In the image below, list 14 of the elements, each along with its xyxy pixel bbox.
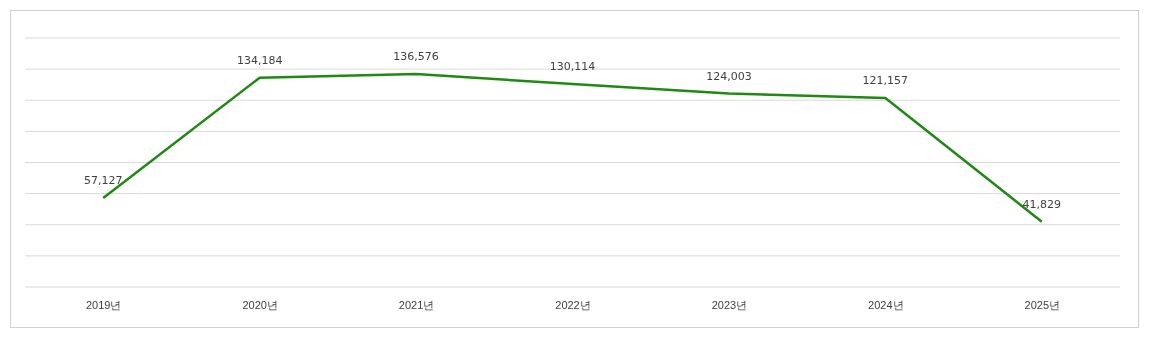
x-tick-label: 2025년 (1024, 298, 1061, 311)
data-label: 57,127 (83, 173, 123, 187)
x-tick-label: 2022년 (555, 298, 591, 311)
x-tick-label: 2020년 (242, 298, 278, 311)
data-label: 41,829 (1022, 197, 1062, 211)
data-label: 134,184 (236, 53, 283, 67)
data-label: 124,003 (706, 69, 752, 83)
x-tick-label: 2021년 (398, 298, 435, 311)
x-tick-label: 2024년 (868, 298, 904, 311)
data-label: 130,114 (549, 60, 596, 74)
x-tick-label: 2019년 (85, 298, 122, 311)
x-tick-label: 2023년 (711, 298, 748, 311)
data-label: 136,576 (393, 50, 439, 63)
data-label: 121,157 (862, 74, 909, 88)
